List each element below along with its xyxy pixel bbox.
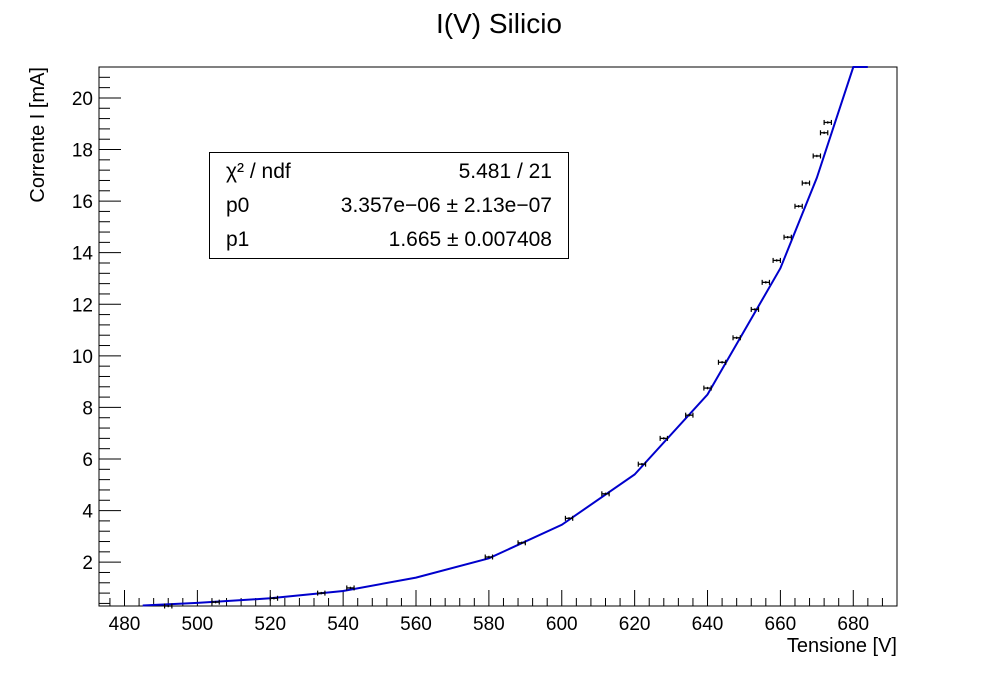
y-axis: 2 4 6 8 10 12 14 16 18 20	[72, 66, 121, 604]
data-points	[163, 119, 833, 609]
stats-value: 3.357e−06 ± 2.13e−07	[340, 194, 552, 217]
x-tick-label: 520	[254, 614, 286, 635]
y-tick-label: 8	[82, 398, 93, 419]
stats-value: 5.481 / 21	[458, 160, 552, 183]
y-tick-label: 16	[72, 192, 93, 213]
y-tick-label: 2	[82, 553, 93, 574]
x-tick-label: 620	[619, 614, 651, 635]
x-tick-label: 540	[327, 614, 359, 635]
x-tick-label: 680	[837, 614, 869, 635]
y-tick-label: 14	[72, 244, 94, 265]
y-tick-label: 6	[82, 450, 93, 471]
y-tick-label: 18	[72, 141, 93, 162]
y-tick-label: 20	[72, 89, 93, 110]
stats-row-chi2: χ² / ndf 5.481 / 21	[210, 155, 568, 189]
y-tick-label: 4	[82, 502, 93, 523]
x-tick-label: 640	[692, 614, 724, 635]
fit-stats-box: χ² / ndf 5.481 / 21 p0 3.357e−06 ± 2.13e…	[209, 152, 569, 259]
chart-title: I(V) Silicio	[436, 8, 562, 39]
stats-row-p0: p0 3.357e−06 ± 2.13e−07	[210, 189, 568, 223]
fit-curve	[142, 66, 868, 607]
stats-value: 1.665 ± 0.007408	[388, 228, 552, 251]
x-axis-label: Tensione [V]	[787, 635, 897, 657]
x-tick-label: 580	[473, 614, 505, 635]
x-tick-label: 560	[400, 614, 432, 635]
stats-label: p1	[226, 228, 250, 251]
y-tick-label: 10	[72, 347, 93, 368]
x-tick-label: 600	[546, 614, 578, 635]
x-tick-label: 660	[765, 614, 797, 635]
stats-label: χ² / ndf	[226, 160, 291, 183]
y-tick-label: 12	[72, 295, 93, 316]
x-tick-label: 500	[182, 614, 214, 635]
x-tick-label: 480	[109, 614, 141, 635]
x-axis: 480 500 520 540 560 580 600 620 640 660 680	[109, 590, 898, 635]
plot-frame	[98, 66, 898, 607]
y-axis-label: Corrente I [mA]	[27, 67, 49, 203]
stats-row-p1: p1 1.665 ± 0.007408	[210, 223, 568, 257]
stats-label: p0	[226, 194, 250, 217]
